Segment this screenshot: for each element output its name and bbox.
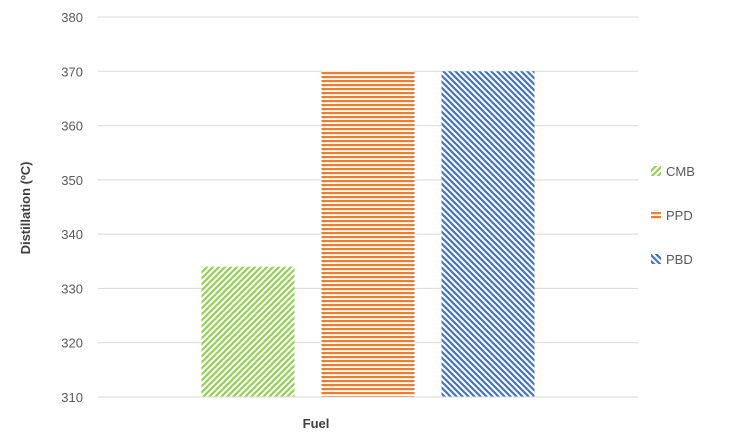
y-tick-label: 310: [61, 390, 83, 405]
bar-pbd: [441, 71, 535, 398]
y-tick-label: 320: [61, 336, 83, 351]
bar-ppd: [321, 71, 415, 398]
legend-label-pbd: PBD: [666, 252, 693, 267]
legend: CMB PPD PBD: [651, 164, 695, 267]
y-tick-label: 350: [61, 173, 83, 188]
y-tick-label: 340: [61, 227, 83, 242]
y-tick-label: 380: [61, 10, 83, 25]
y-axis-title: Distillation (ºC): [18, 162, 33, 255]
legend-label-cmb: CMB: [666, 164, 695, 179]
y-tick-label: 330: [61, 281, 83, 296]
y-axis-tick-labels: 310 320 330 340 350 360 370 380: [61, 10, 83, 405]
x-axis-category-label: Fuel: [303, 416, 330, 431]
legend-swatch-pbd: [651, 254, 661, 264]
bar-cmb: [201, 266, 295, 397]
y-tick-label: 360: [61, 119, 83, 134]
legend-label-ppd: PPD: [666, 208, 693, 223]
bars: [201, 71, 535, 398]
legend-swatch-cmb: [651, 166, 661, 176]
legend-swatch-ppd: [651, 210, 661, 220]
y-tick-label: 370: [61, 64, 83, 79]
